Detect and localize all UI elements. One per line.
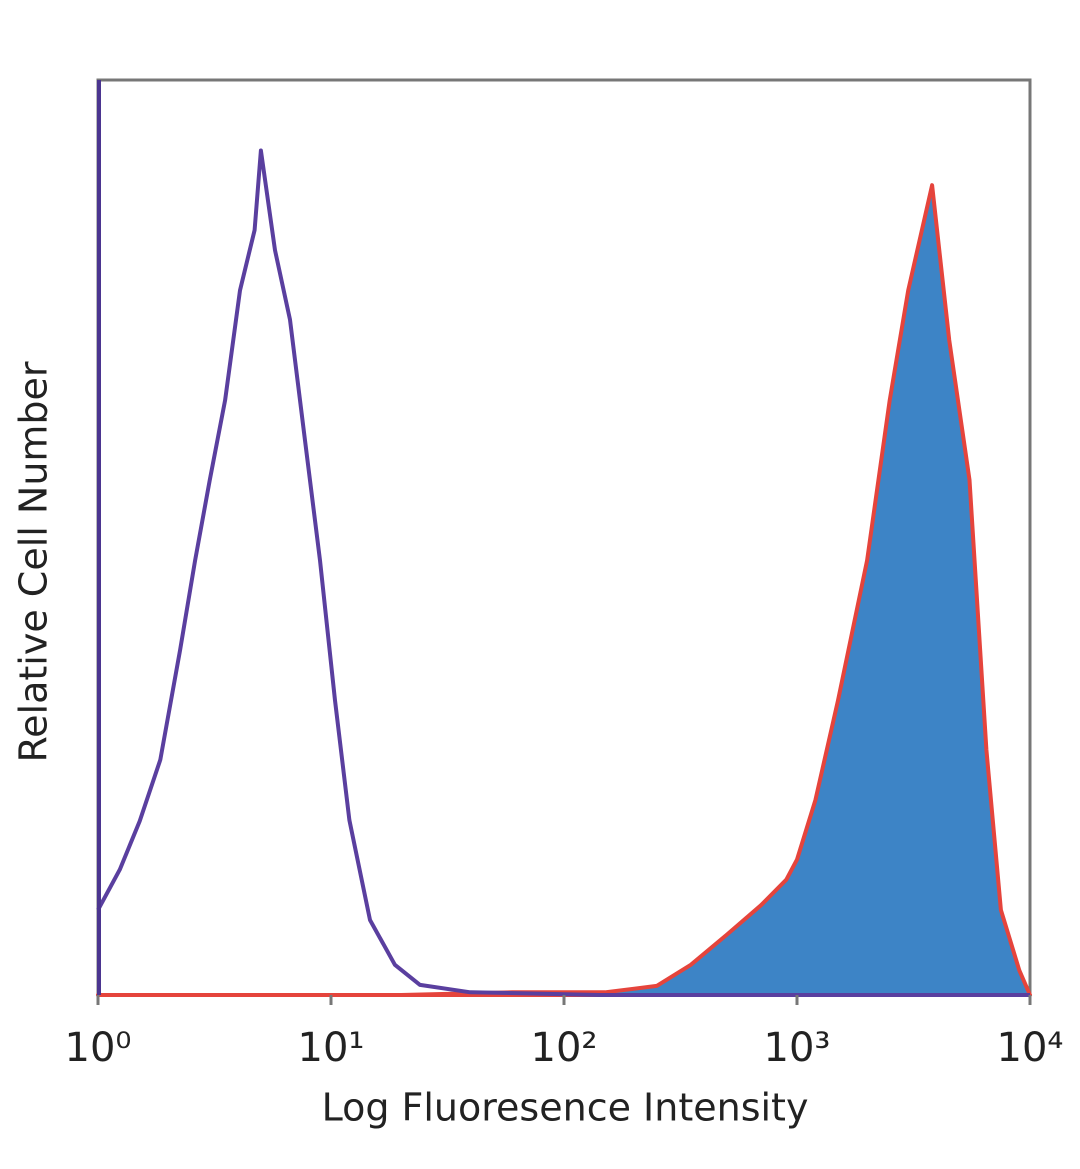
x-tick-label: 10⁰	[65, 1025, 132, 1071]
x-tick-label: 10¹	[298, 1025, 365, 1071]
x-tick-label: 10⁴	[997, 1025, 1064, 1071]
x-tick-label: 10²	[531, 1025, 598, 1071]
plot-area	[96, 148, 1032, 997]
x-axis-label: Log Fluoresence Intensity	[322, 1086, 809, 1130]
histogram-line	[96, 148, 1030, 997]
y-axis-label: Relative Cell Number	[12, 361, 56, 762]
histogram-area	[96, 183, 1032, 997]
x-tick-label: 10³	[764, 1025, 831, 1071]
